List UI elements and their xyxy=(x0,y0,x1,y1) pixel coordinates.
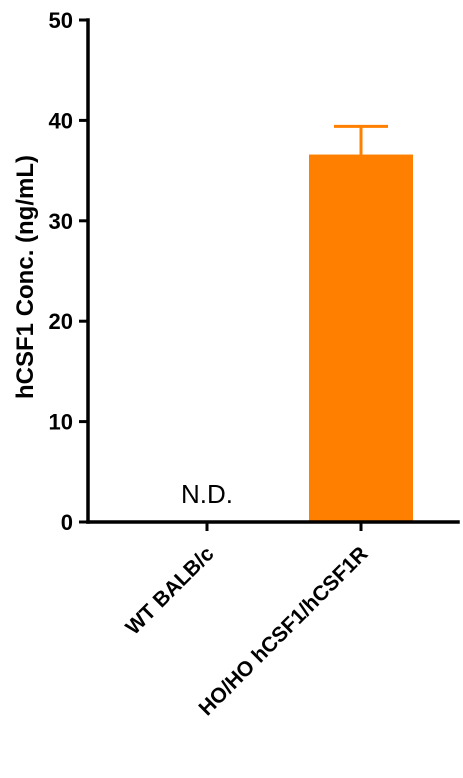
bars xyxy=(309,154,413,522)
error-bars xyxy=(334,124,388,155)
x-axis-category-labels: WT BALB/cHO/HO hCSF1/hCSF1R xyxy=(121,542,372,720)
bar-annotation: N.D. xyxy=(181,479,233,509)
y-tick-label: 40 xyxy=(49,108,73,133)
y-tick-label: 50 xyxy=(49,8,73,33)
x-axis-ticks xyxy=(205,522,363,531)
bar-annotations: N.D. xyxy=(181,479,233,509)
bar xyxy=(309,154,413,522)
y-tick-label: 10 xyxy=(49,410,73,435)
y-tick-label: 20 xyxy=(49,309,73,334)
x-tick-label: WT BALB/c xyxy=(121,542,218,639)
x-tick-label: HO/HO hCSF1/hCSF1R xyxy=(195,542,373,720)
y-tick-label: 0 xyxy=(61,510,73,535)
y-tick-label: 30 xyxy=(49,209,73,234)
y-axis-label: hCSF1 Conc. (ng/mL) xyxy=(12,155,39,399)
y-axis-ticks: 0 10 20 30 40 50 xyxy=(49,8,88,535)
